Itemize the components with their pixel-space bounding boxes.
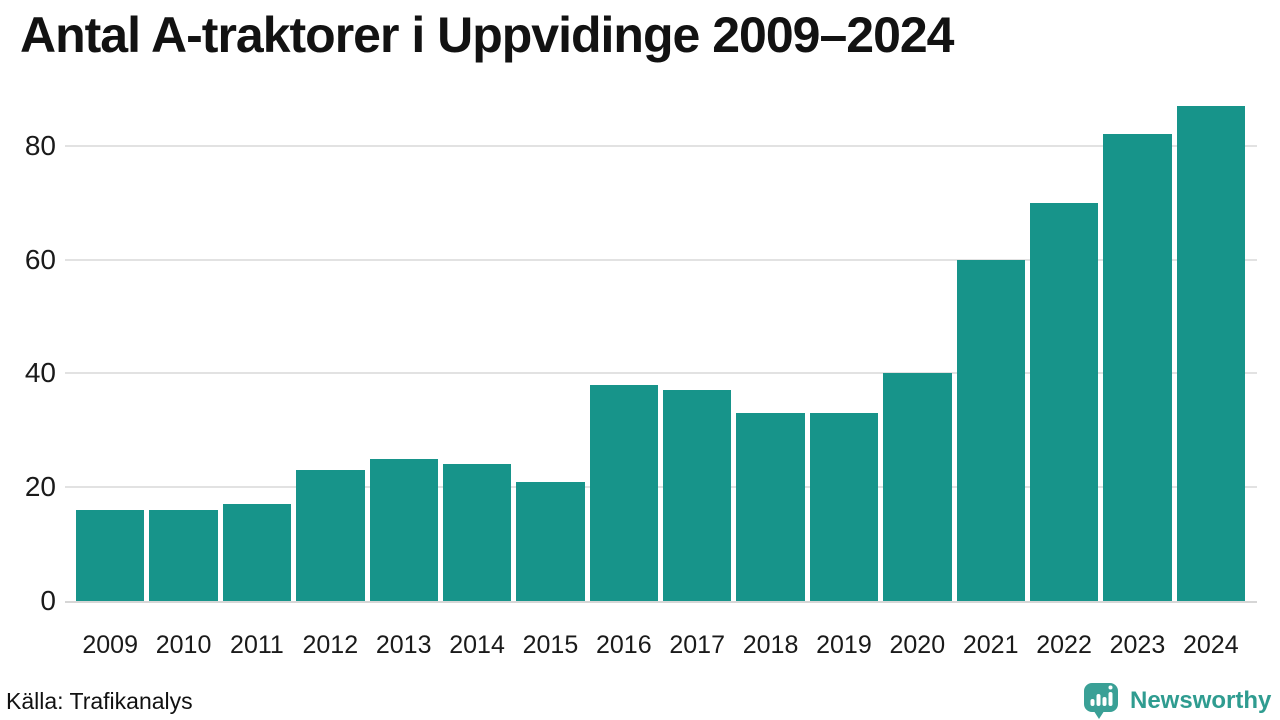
bar-2023 [1103, 134, 1172, 601]
y-tick-label: 20 [24, 471, 56, 503]
bar-2011 [222, 504, 292, 601]
x-tick-label: 2018 [742, 631, 799, 659]
y-gridline [65, 258, 1257, 261]
x-tick-label: 2017 [669, 631, 725, 659]
y-gridline [65, 372, 1257, 375]
bar-2012 [296, 470, 365, 601]
brand-logo: Newsworthy [1081, 682, 1271, 720]
bar-2024 [1176, 106, 1245, 601]
x-axis-baseline [65, 601, 1257, 603]
bar-2015 [516, 482, 585, 601]
brand-name: Newsworthy [1130, 687, 1272, 714]
bar-2014 [442, 464, 512, 601]
x-tick-label: 2009 [82, 631, 138, 659]
x-tick-label: 2011 [230, 631, 284, 659]
x-tick-label: 2024 [1183, 631, 1239, 659]
x-tick-label: 2012 [302, 631, 359, 659]
x-tick-label: 2022 [1036, 631, 1092, 659]
y-tick-label: 60 [24, 243, 56, 275]
y-tick-label: 0 [40, 585, 56, 616]
x-tick-label: 2021 [962, 631, 1019, 659]
y-gridline [65, 144, 1257, 147]
bar-2019 [809, 413, 879, 601]
bar-2021 [956, 260, 1025, 601]
x-tick-label: 2016 [596, 631, 652, 659]
y-tick-label: 40 [24, 357, 56, 389]
newsworthy-speech-bubble-chart-icon [1084, 683, 1118, 719]
chart-title: Antal A-traktorer i Uppvidinge 2009–2024 [20, 7, 954, 63]
bar-2010 [149, 510, 218, 601]
y-gridline [65, 486, 1257, 489]
bar-2017 [663, 390, 732, 601]
bar-2020 [883, 373, 952, 601]
bar-2016 [589, 385, 658, 601]
bar-2009 [76, 510, 145, 601]
x-tick-label: 2013 [375, 631, 432, 659]
x-tick-label: 2015 [522, 631, 579, 659]
bar-2013 [369, 459, 438, 601]
bar-2022 [1029, 203, 1099, 601]
x-tick-label: 2023 [1109, 631, 1166, 659]
source-note: Källa: Trafikanalys [6, 688, 193, 714]
x-tick-label: 2014 [449, 631, 505, 659]
y-tick-label: 80 [24, 129, 56, 161]
bar-2018 [736, 413, 805, 601]
x-tick-label: 2019 [816, 631, 872, 659]
x-tick-label: 2020 [889, 631, 946, 659]
x-tick-label: 2010 [155, 631, 212, 659]
